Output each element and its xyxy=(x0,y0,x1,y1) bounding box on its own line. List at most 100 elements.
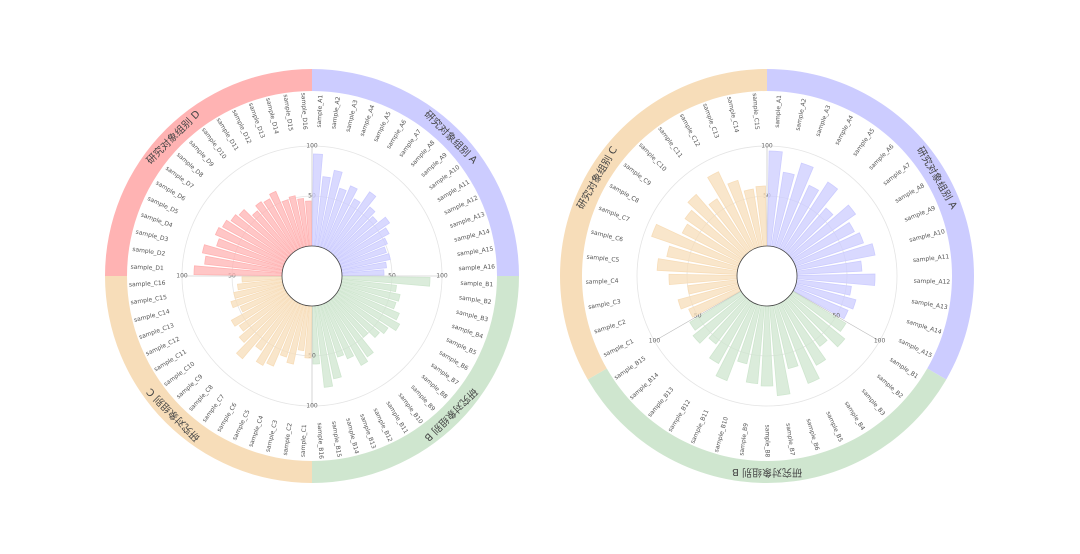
category-label: sample_D4 xyxy=(140,212,174,230)
category-label: sample_A10 xyxy=(909,228,946,244)
category-label: sample_B14 xyxy=(344,417,360,454)
category-label: sample_C13 xyxy=(138,322,175,341)
group-ring xyxy=(105,276,312,483)
group-ring xyxy=(312,276,519,483)
category-label: sample_B10 xyxy=(713,416,730,453)
category-label: sample_C4 xyxy=(248,415,266,448)
category-label: sample_C15 xyxy=(751,93,761,130)
category-label: sample_B4 xyxy=(451,323,484,341)
category-label: sample_A3 xyxy=(345,99,360,133)
category-label: sample_B3 xyxy=(455,309,489,324)
group-label: 研究对象组别 D xyxy=(143,107,203,167)
category-label: sample_B1 xyxy=(888,356,919,380)
category-label: sample_A4 xyxy=(834,114,856,146)
category-label: sample_B12 xyxy=(667,398,692,433)
category-label: sample_A7 xyxy=(882,161,912,187)
category-label: sample_D15 xyxy=(282,94,294,132)
category-label: sample_C8 xyxy=(608,182,640,205)
group-ring xyxy=(560,69,767,380)
category-label: sample_A2 xyxy=(794,98,808,132)
y-tick-label: 50 xyxy=(832,313,840,320)
group-ring xyxy=(587,368,947,484)
category-label: sample_A12 xyxy=(914,278,951,286)
category-label: sample_A4 xyxy=(359,104,377,137)
y-tick-label: 100 xyxy=(649,338,661,345)
y-tick-label: 50 xyxy=(308,353,316,360)
category-label: sample_A11 xyxy=(913,253,950,264)
y-tick-label: 100 xyxy=(306,143,318,150)
category-label: sample_A1 xyxy=(774,95,783,128)
y-tick-label: 100 xyxy=(176,273,188,280)
category-label: sample_D13 xyxy=(247,102,266,139)
category-label: sample_C14 xyxy=(725,96,740,133)
y-tick-label: 50 xyxy=(308,193,316,200)
category-label: sample_A8 xyxy=(894,182,926,205)
category-label: sample_D2 xyxy=(132,246,166,258)
group-label: 研究对象组别 C xyxy=(144,386,203,445)
category-label: sample_C5 xyxy=(231,409,251,442)
category-label: sample_B15 xyxy=(330,421,342,458)
category-label: sample_D5 xyxy=(146,195,179,216)
category-label: sample_B3 xyxy=(860,388,887,418)
category-label: sample_A15 xyxy=(897,337,933,359)
category-label: sample_B13 xyxy=(358,413,377,450)
category-label: sample_B1 xyxy=(460,280,493,289)
y-tick-label: 50 xyxy=(694,313,702,320)
y-tick-label: 100 xyxy=(436,273,448,280)
category-label: sample_B14 xyxy=(628,371,660,401)
axis-line xyxy=(654,290,742,342)
category-label: sample_C12 xyxy=(678,112,701,148)
category-label: sample_C5 xyxy=(586,254,620,264)
category-label: sample_C2 xyxy=(282,422,294,456)
category-label: sample_A16 xyxy=(458,264,495,273)
category-label: sample_D16 xyxy=(299,93,308,131)
category-label: sample_B6 xyxy=(805,418,821,452)
category-label: sample_B13 xyxy=(647,386,676,419)
category-label: sample_C3 xyxy=(588,298,622,311)
category-label: sample_B4 xyxy=(843,400,866,432)
category-label: sample_A14 xyxy=(905,318,942,336)
category-label: sample_C15 xyxy=(130,294,167,306)
category-label: sample_C10 xyxy=(637,142,668,173)
inner-circle xyxy=(736,245,798,307)
group-label: 研究对象组别 B xyxy=(421,386,480,445)
category-label: sample_A6 xyxy=(868,143,896,172)
category-label: sample_A15 xyxy=(457,246,494,258)
category-label: sample_B7 xyxy=(784,423,796,457)
category-label: sample_B9 xyxy=(738,423,750,457)
category-label: sample_A1 xyxy=(316,95,325,128)
category-label: sample_A14 xyxy=(453,228,490,244)
category-label: sample_C13 xyxy=(701,103,720,140)
category-label: sample_A5 xyxy=(852,127,877,158)
category-label: sample_C3 xyxy=(265,419,280,453)
category-label: sample_D3 xyxy=(135,228,169,243)
y-tick-label: 50 xyxy=(228,273,236,280)
category-label: sample_C11 xyxy=(656,126,683,160)
y-tick-label: 50 xyxy=(388,273,396,280)
category-label: sample_A3 xyxy=(815,104,833,137)
category-label: sample_B5 xyxy=(824,410,844,443)
category-label: sample_B11 xyxy=(689,408,710,444)
category-label: sample_C14 xyxy=(133,308,170,324)
category-label: sample_B2 xyxy=(459,294,493,306)
group-ring xyxy=(105,69,312,276)
category-label: sample_A9 xyxy=(903,205,936,224)
y-tick-label: 100 xyxy=(874,338,886,345)
category-label: sample_A13 xyxy=(449,211,486,230)
category-label: sample_A13 xyxy=(911,298,948,311)
y-tick-label: 100 xyxy=(761,143,773,150)
category-label: sample_C1 xyxy=(602,338,635,359)
axis-line xyxy=(792,290,880,342)
group-ring xyxy=(312,69,519,276)
group-ring xyxy=(767,69,974,380)
category-label: sample_B8 xyxy=(764,425,771,458)
group-label: 研究对象组别 A xyxy=(422,108,481,167)
category-label: sample_C2 xyxy=(593,319,627,336)
category-label: sample_B2 xyxy=(875,373,904,400)
category-label: sample_C9 xyxy=(622,162,652,188)
category-label: sample_B16 xyxy=(316,422,325,459)
category-label: sample_D14 xyxy=(264,97,280,135)
category-label: sample_C6 xyxy=(590,229,624,244)
category-label: sample_B15 xyxy=(613,355,647,381)
